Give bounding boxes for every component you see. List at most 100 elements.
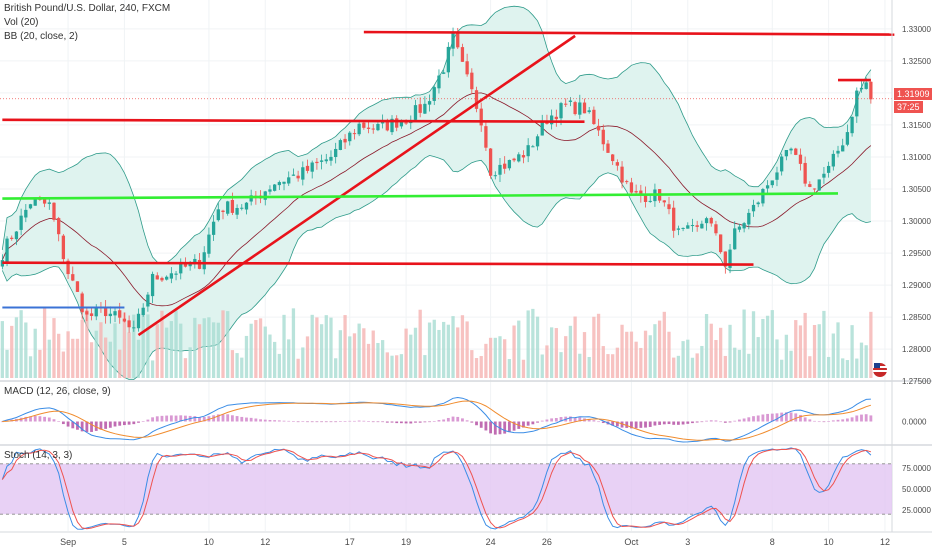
- macd-histogram-bar: [301, 421, 305, 423]
- macd-histogram-bar: [94, 421, 98, 431]
- macd-histogram-bar: [198, 417, 201, 422]
- volume-bar: [103, 337, 108, 378]
- candle-body: [526, 145, 530, 157]
- macd-histogram-bar: [615, 421, 619, 427]
- candle-body: [174, 273, 178, 275]
- candle-body: [845, 132, 850, 145]
- candle-body: [141, 307, 145, 315]
- candle-body: [61, 235, 66, 260]
- us-flag-icon: [873, 363, 887, 377]
- volume-bar: [348, 336, 352, 378]
- bollinger-band-fill: [2, 6, 871, 380]
- time-tick-label: 17: [345, 537, 355, 547]
- candles: [0, 27, 873, 333]
- macd-histogram-bar: [259, 419, 262, 422]
- macd-histogram-bar: [611, 421, 615, 426]
- time-tick-label: Oct: [624, 537, 639, 547]
- candle-body: [465, 61, 469, 75]
- volume-bar: [427, 322, 432, 378]
- volume-bar: [57, 333, 61, 378]
- volume-bar: [488, 337, 493, 378]
- macd-histogram-bar: [292, 421, 295, 422]
- macd-histogram-bar: [738, 419, 741, 422]
- candle-body: [52, 202, 56, 220]
- volume-bar: [714, 340, 718, 378]
- macd-histogram-bar: [390, 421, 394, 423]
- volume-bar: [230, 350, 235, 378]
- candle-body: [733, 228, 737, 250]
- macd-histogram-bar: [719, 421, 723, 423]
- volume-bar: [380, 340, 385, 378]
- volume-bar: [291, 308, 296, 378]
- macd-histogram-bar: [385, 421, 389, 423]
- volume-bar: [305, 336, 310, 378]
- volume-bar: [61, 351, 66, 378]
- candle-body: [808, 184, 812, 187]
- green-trend-line: [2, 192, 839, 200]
- macd-histogram-bar: [803, 417, 807, 422]
- candle-body: [334, 148, 338, 158]
- candle-body: [338, 140, 343, 150]
- price-tick-label: 1.33000: [902, 25, 931, 34]
- volume-bar: [80, 319, 84, 378]
- price-tick-label: 1.27500: [902, 377, 931, 386]
- volume-bar: [221, 310, 225, 378]
- candle-body: [859, 87, 864, 90]
- volume-bars: [0, 308, 873, 378]
- candle-body: [390, 118, 394, 133]
- candle-body: [291, 174, 296, 176]
- macd-histogram-bar: [597, 421, 600, 423]
- candle-body: [681, 227, 685, 229]
- candle-body: [263, 191, 267, 200]
- candle-body: [503, 163, 507, 169]
- macd-histogram-bar: [475, 421, 478, 426]
- volume-bar: [197, 324, 202, 378]
- candle-body: [282, 181, 286, 184]
- volume-bar: [845, 360, 850, 378]
- volume-bar: [413, 327, 418, 378]
- macd-histogram-bar: [799, 414, 802, 422]
- macd-histogram-bar: [80, 421, 84, 432]
- stoch-legend: Stoch (14, 3, 3): [4, 450, 73, 461]
- macd-histogram-bar: [766, 413, 769, 422]
- price-tick-label: 1.30000: [902, 217, 931, 226]
- candle-body: [728, 249, 732, 268]
- macd-histogram-bar: [268, 419, 272, 422]
- candle-body: [66, 260, 70, 275]
- volume-bar: [160, 310, 164, 378]
- volume-bar: [146, 314, 150, 378]
- macd-histogram-bar: [277, 420, 281, 422]
- candle-body: [742, 223, 746, 229]
- volume-bar: [66, 331, 70, 378]
- volume-bar: [0, 321, 4, 378]
- candle-body: [146, 294, 150, 307]
- macd-histogram-bar: [522, 421, 525, 428]
- macd-histogram-bar: [141, 421, 145, 422]
- volume-bar: [301, 347, 305, 378]
- macd-histogram-bar: [306, 421, 309, 423]
- volume-bar: [855, 358, 859, 378]
- candle-body: [442, 72, 446, 74]
- volume-bar: [141, 313, 145, 378]
- macd-histogram-bar: [695, 421, 699, 423]
- bollinger-upper-line: [1, 5, 872, 265]
- macd-histogram-bar: [775, 413, 779, 422]
- stoch-d-line: [1, 448, 872, 530]
- volume-bar: [493, 337, 497, 378]
- volume-bar: [535, 316, 540, 378]
- candle-body: [310, 162, 314, 172]
- macd-histogram-bar: [648, 421, 652, 427]
- volume-bar: [399, 354, 404, 378]
- red-trend-line: [137, 34, 576, 337]
- candle-body: [57, 218, 61, 235]
- candle-body: [329, 156, 333, 161]
- candle-body: [498, 164, 502, 175]
- macd-histogram-bar: [620, 421, 624, 428]
- candle-body: [315, 161, 319, 164]
- candle-body: [686, 225, 690, 229]
- price-tick-label: 1.29500: [902, 249, 931, 258]
- candle-body: [535, 136, 540, 147]
- volume-bar: [169, 321, 174, 378]
- volume-bar: [484, 343, 488, 378]
